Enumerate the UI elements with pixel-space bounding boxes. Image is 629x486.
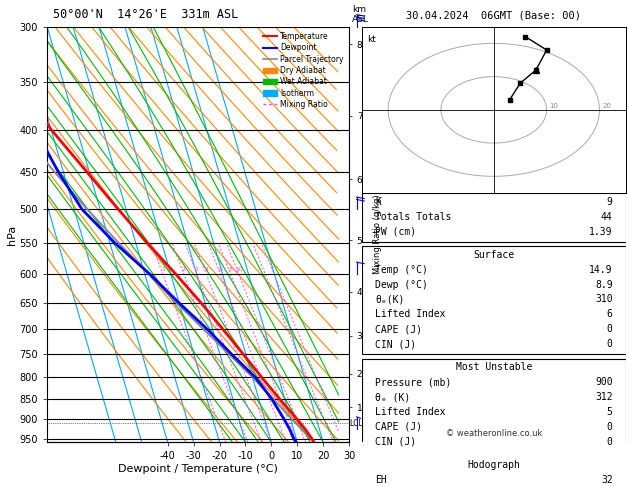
Legend: Temperature, Dewpoint, Parcel Trajectory, Dry Adiabat, Wet Adiabat, Isotherm, Mi: Temperature, Dewpoint, Parcel Trajectory…	[262, 31, 345, 110]
Text: 900: 900	[595, 377, 613, 387]
Text: θₑ (K): θₑ (K)	[375, 392, 410, 402]
Text: CAPE (J): CAPE (J)	[375, 324, 422, 334]
Bar	[362, 193, 626, 242]
Text: 0: 0	[607, 422, 613, 432]
X-axis label: Dewpoint / Temperature (°C): Dewpoint / Temperature (°C)	[118, 464, 278, 474]
Text: 8: 8	[229, 267, 233, 272]
Bar	[362, 456, 626, 486]
Text: 5: 5	[607, 407, 613, 417]
Text: 4: 4	[204, 267, 208, 272]
Text: K: K	[375, 197, 381, 207]
Bar	[362, 246, 626, 354]
Text: 6: 6	[607, 309, 613, 319]
Text: 1.39: 1.39	[589, 226, 613, 237]
Text: Dewp (°C): Dewp (°C)	[375, 279, 428, 290]
Text: 9: 9	[607, 197, 613, 207]
Text: Surface: Surface	[473, 250, 515, 260]
Text: 0: 0	[607, 436, 613, 447]
Text: Hodograph: Hodograph	[467, 460, 520, 470]
Text: 1: 1	[161, 267, 165, 272]
Text: PW (cm): PW (cm)	[375, 226, 416, 237]
Text: CIN (J): CIN (J)	[375, 339, 416, 349]
Y-axis label: hPa: hPa	[7, 225, 17, 244]
Text: 20: 20	[602, 103, 611, 109]
Text: CIN (J): CIN (J)	[375, 436, 416, 447]
Text: 8.9: 8.9	[595, 279, 613, 290]
Text: 310: 310	[595, 295, 613, 305]
Text: 44: 44	[601, 212, 613, 222]
Text: kt: kt	[367, 35, 376, 44]
Text: 3: 3	[195, 267, 199, 272]
Text: 0: 0	[607, 324, 613, 334]
Text: Most Unstable: Most Unstable	[455, 363, 532, 372]
Text: θₑ(K): θₑ(K)	[375, 295, 404, 305]
Text: 32: 32	[601, 475, 613, 485]
Text: 6: 6	[218, 267, 222, 272]
Text: 30.04.2024  06GMT (Base: 00): 30.04.2024 06GMT (Base: 00)	[406, 11, 581, 21]
Text: Lifted Index: Lifted Index	[375, 407, 445, 417]
Text: Temp (°C): Temp (°C)	[375, 265, 428, 275]
Text: LCL: LCL	[350, 418, 364, 428]
Text: km
ASL: km ASL	[352, 5, 369, 24]
Text: 312: 312	[595, 392, 613, 402]
Text: 10: 10	[549, 103, 559, 109]
Text: Lifted Index: Lifted Index	[375, 309, 445, 319]
Text: Pressure (mb): Pressure (mb)	[375, 377, 451, 387]
Text: 10: 10	[235, 267, 243, 272]
Text: 14.9: 14.9	[589, 265, 613, 275]
Bar	[362, 359, 626, 452]
Text: © weatheronline.co.uk: © weatheronline.co.uk	[445, 429, 542, 438]
Text: CAPE (J): CAPE (J)	[375, 422, 422, 432]
Text: Totals Totals: Totals Totals	[375, 212, 451, 222]
Text: Mixing Ratio (g/kg): Mixing Ratio (g/kg)	[373, 195, 382, 274]
Text: EH: EH	[375, 475, 387, 485]
Text: 2: 2	[182, 267, 186, 272]
Text: 50°00'N  14°26'E  331m ASL: 50°00'N 14°26'E 331m ASL	[53, 8, 239, 21]
Text: 0: 0	[607, 339, 613, 349]
